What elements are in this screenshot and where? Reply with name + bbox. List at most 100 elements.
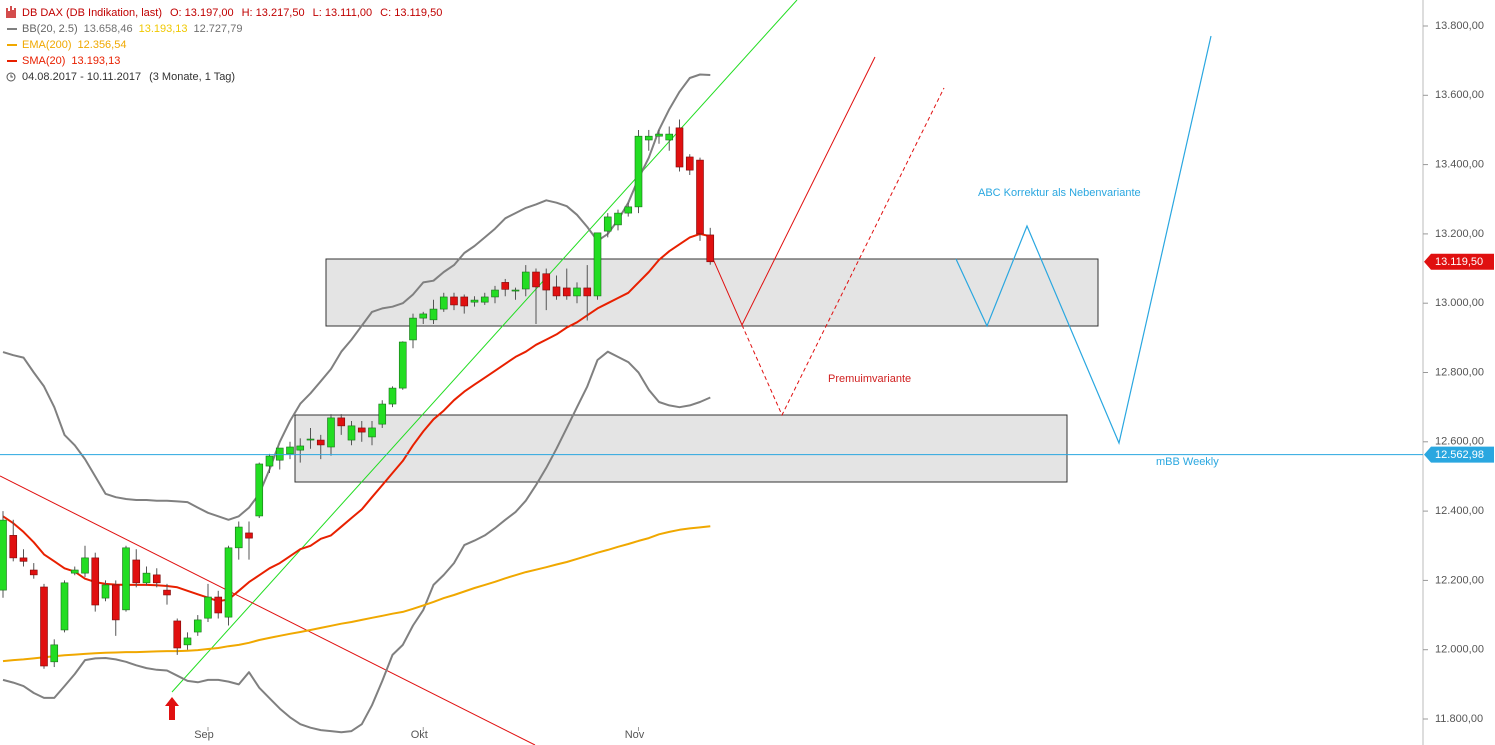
candle-body <box>675 127 684 168</box>
legend-value: 13.658,46 <box>84 23 133 35</box>
candle-body <box>142 572 151 584</box>
legend-value: 13.193,13 <box>139 23 188 35</box>
candle-body <box>91 557 100 606</box>
ohlc-label: C: 13.119,50 <box>380 7 442 19</box>
candle-body <box>40 586 48 667</box>
candle-body <box>562 287 571 297</box>
candle-body <box>0 519 7 591</box>
candle-body <box>255 463 264 517</box>
candle-body <box>685 156 694 171</box>
indicator-line <box>2 350 711 734</box>
candle-body <box>460 296 469 307</box>
candle-body <box>9 535 18 559</box>
candle-body <box>214 596 223 614</box>
candle-body <box>634 135 643 208</box>
candle-body <box>204 596 212 619</box>
y-tick-label: 13.400,00 <box>1435 158 1484 170</box>
y-tick-label: 12.600,00 <box>1435 436 1484 448</box>
price-tag-label: 12.562,98 <box>1435 449 1484 461</box>
candle-body <box>419 313 428 319</box>
indicator-line <box>2 73 711 521</box>
candle-body <box>573 287 581 297</box>
drawings <box>0 0 1212 745</box>
span: (3 Monate, 1 Tag) <box>149 71 235 83</box>
legend-name: SMA(20) <box>22 55 65 67</box>
candle-body <box>501 282 510 290</box>
ohlc-label: L: 13.111,00 <box>313 7 373 19</box>
candle-body <box>706 234 715 263</box>
y-tick-label: 13.800,00 <box>1435 20 1484 32</box>
candle-body <box>245 532 253 539</box>
title: DB DAX (DB Indikation, last) <box>22 7 162 19</box>
candle-body <box>511 289 520 292</box>
ohlc-label: O: 13.197,00 <box>170 7 234 19</box>
candle-body <box>234 526 243 549</box>
annotation: ABC Korrektur als Nebenvariante <box>978 187 1141 199</box>
candle-body <box>624 206 633 214</box>
marks <box>0 73 715 734</box>
candle-body <box>29 569 38 576</box>
x-tick-label: Okt <box>411 729 428 741</box>
x-tick-label: Sep <box>194 729 214 741</box>
candle-body <box>583 287 592 297</box>
instrument-icon <box>6 6 16 18</box>
candle-body <box>275 447 284 461</box>
candle-body <box>183 637 192 646</box>
candle-body <box>644 135 653 141</box>
candle-body <box>491 289 499 298</box>
x-tick-label: Nov <box>625 729 645 741</box>
arrow <box>165 697 179 720</box>
candle-body <box>327 417 335 448</box>
price-tag <box>1424 446 1494 463</box>
candle-body <box>224 547 233 618</box>
candle-body <box>603 216 612 232</box>
candle-body <box>450 296 458 306</box>
candle-body <box>480 296 489 303</box>
candle-body <box>696 159 704 235</box>
y-tick-label: 13.000,00 <box>1435 297 1484 309</box>
candle-body <box>306 438 315 441</box>
annotation: mBB Weekly <box>1156 456 1219 468</box>
candle-body <box>368 427 376 438</box>
candle-body <box>316 439 325 446</box>
candle-body <box>132 559 141 584</box>
candle-body <box>101 584 110 599</box>
candle-body <box>152 574 161 584</box>
candle-body <box>614 212 622 226</box>
candle-body <box>347 425 356 441</box>
candle-body <box>163 589 171 596</box>
legend-value: 13.193,13 <box>71 55 120 67</box>
clock-icon <box>10 74 13 78</box>
indicator-line <box>2 525 711 663</box>
candle-body <box>439 296 448 310</box>
candle-body <box>398 341 407 389</box>
indicator-line <box>2 232 711 603</box>
projection-dashed <box>741 87 945 417</box>
candle-body <box>265 455 274 467</box>
candle-body <box>296 445 305 451</box>
price-tag <box>1424 253 1494 270</box>
candle-body <box>70 569 79 574</box>
candle-body <box>173 620 182 649</box>
candle-body <box>60 582 69 631</box>
candle-body <box>470 299 479 303</box>
ohlc-label: H: 13.217,50 <box>242 7 305 19</box>
candle-body <box>532 271 540 288</box>
candle-body <box>286 446 294 455</box>
y-tick-label: 13.600,00 <box>1435 89 1484 101</box>
candle-body <box>111 584 120 621</box>
price-tag-label: 13.119,50 <box>1435 256 1483 268</box>
y-tick-label: 11.800,00 <box>1435 713 1483 725</box>
candle-body <box>655 133 663 137</box>
legend-name: EMA(200) <box>22 39 72 51</box>
zone-box <box>325 258 1099 327</box>
y-tick-label: 12.400,00 <box>1435 505 1484 517</box>
candle-body <box>593 232 602 297</box>
candle-body <box>81 557 89 574</box>
legend-value: 12.727,79 <box>194 23 243 35</box>
candle-body <box>552 286 561 297</box>
period: 04.08.2017 - 10.11.2017 <box>22 71 141 83</box>
candle-body <box>193 619 202 633</box>
candle-body <box>429 308 438 321</box>
